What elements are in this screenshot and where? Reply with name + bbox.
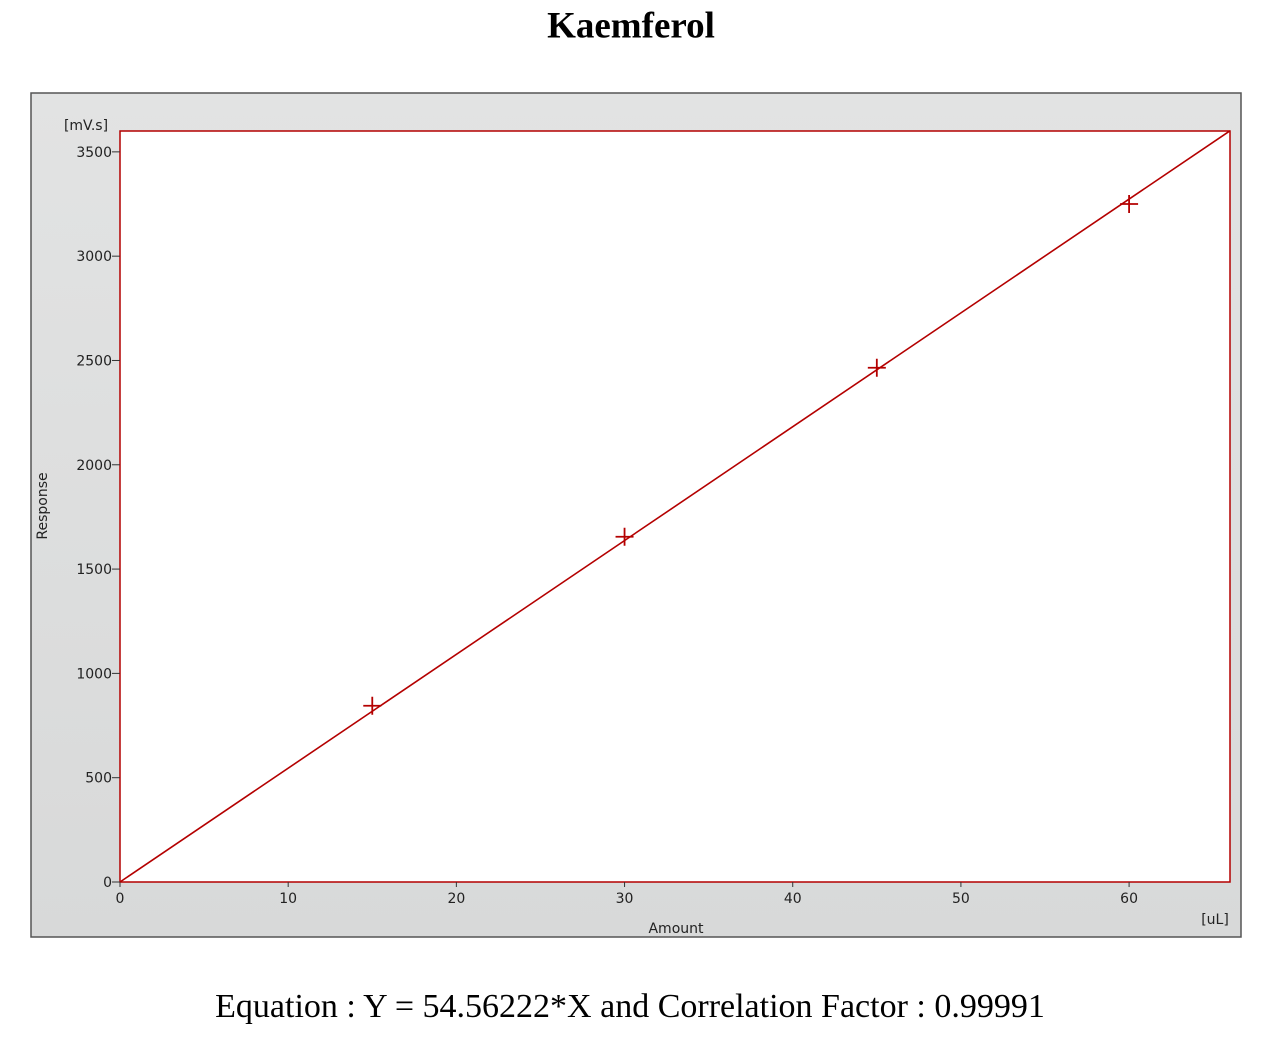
chart-title: Kaemferol <box>547 5 715 46</box>
x-tick-label: 30 <box>616 891 634 907</box>
x-tick-label: 10 <box>279 891 297 907</box>
x-tick-label: 40 <box>784 891 802 907</box>
y-tick-label: 1000 <box>76 666 112 682</box>
y-tick-label: 0 <box>103 875 112 891</box>
y-unit: [mV.s] <box>64 118 108 134</box>
y-tick-label: 500 <box>85 771 112 787</box>
x-tick-label: 0 <box>116 891 125 907</box>
x-unit: [uL] <box>1201 912 1229 928</box>
data-point <box>363 696 382 715</box>
equation: Equation : Y = 54.56222*X and Correlatio… <box>215 988 1045 1025</box>
x-tick-label: 50 <box>952 891 970 907</box>
x-tick-label: 60 <box>1120 891 1138 907</box>
x-axis-label: Amount <box>648 921 704 937</box>
fit-line <box>119 130 1231 883</box>
data-point <box>867 358 886 377</box>
data-point <box>1120 195 1139 214</box>
x-tick-label: 20 <box>447 891 465 907</box>
y-tick-label: 1500 <box>76 562 112 578</box>
data-point <box>615 527 634 546</box>
y-tick-label: 2000 <box>76 458 112 474</box>
y-tick-label: 3500 <box>76 145 112 161</box>
y-tick-label: 3000 <box>76 249 112 265</box>
y-axis-label: Response <box>35 472 51 539</box>
y-tick-label: 2500 <box>76 353 112 369</box>
